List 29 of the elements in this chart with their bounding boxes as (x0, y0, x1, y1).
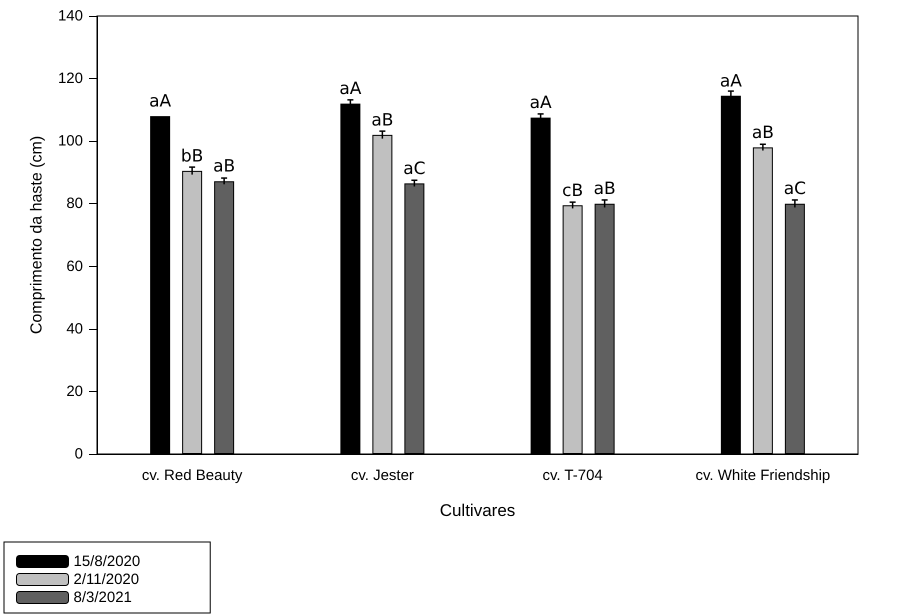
data-label: aA (530, 93, 552, 114)
y-tick-label: 140 (58, 8, 83, 24)
x-tick-label: cv. Jester (350, 467, 414, 484)
y-tick-label: 40 (66, 320, 83, 338)
data-label: aB (752, 122, 774, 143)
legend-label: 8/3/2021 (74, 589, 132, 606)
data-label: aA (720, 71, 742, 92)
data-label: aA (339, 79, 362, 100)
data-label: aB (371, 110, 394, 130)
y-tick-label: 80 (66, 195, 83, 212)
x-axis-title: Cultivares (440, 501, 516, 520)
data-label: aB (213, 156, 236, 177)
data-label: aA (149, 92, 172, 112)
y-tick-label: 0 (74, 446, 83, 462)
y-tick-label: 120 (58, 70, 83, 88)
data-label: aC (784, 179, 806, 200)
y-tick-label: 100 (58, 132, 83, 150)
data-label: cB (562, 180, 584, 201)
x-tick-label: cv. White Friendship (695, 467, 830, 484)
y-axis-title: Comprimento da haste (cm) (28, 136, 46, 334)
y-tick-label: 20 (66, 382, 83, 400)
x-tick-label: cv. T-704 (542, 467, 603, 484)
data-label: aC (403, 158, 426, 179)
data-label: aB (594, 179, 616, 200)
x-tick-label: cv. Red Beauty (142, 467, 243, 484)
y-tick-label: 60 (66, 258, 83, 275)
legend-label: 2/11/2020 (74, 571, 140, 588)
legend-label: 15/8/2020 (74, 553, 140, 570)
data-label: bB (180, 146, 204, 166)
